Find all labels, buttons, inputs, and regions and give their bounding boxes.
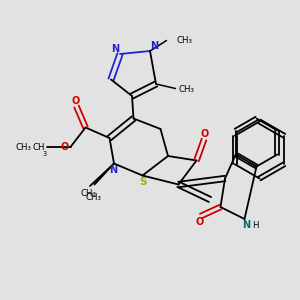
Text: N: N <box>150 41 159 52</box>
Text: H: H <box>252 220 258 230</box>
Text: CH₃: CH₃ <box>80 189 97 198</box>
Text: CH: CH <box>32 142 45 152</box>
Text: 3: 3 <box>43 151 47 157</box>
Text: O: O <box>60 142 69 152</box>
Text: N: N <box>109 165 118 175</box>
Text: N: N <box>111 44 120 55</box>
Text: O: O <box>195 217 204 227</box>
Text: CH₃: CH₃ <box>85 193 101 202</box>
Text: CH₃: CH₃ <box>177 36 193 45</box>
Text: S: S <box>139 177 147 187</box>
Text: N: N <box>242 220 250 230</box>
Text: O: O <box>200 129 209 139</box>
Text: O: O <box>72 96 80 106</box>
Text: CH₃: CH₃ <box>178 85 194 94</box>
Text: CH₃: CH₃ <box>16 142 32 152</box>
